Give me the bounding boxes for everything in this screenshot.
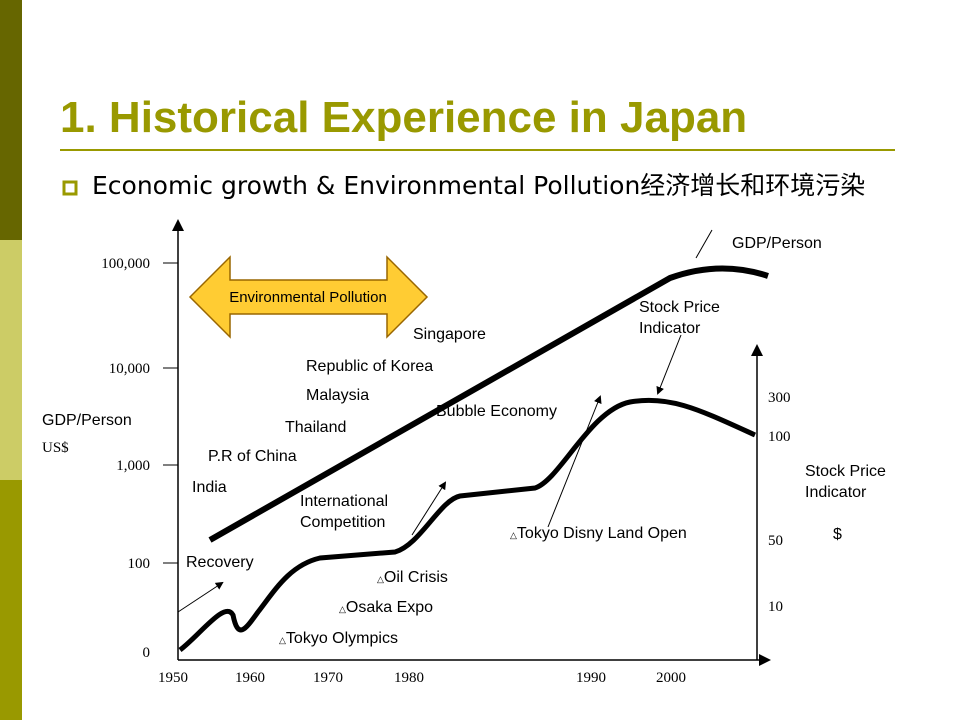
event: △Oil Crisis	[377, 569, 448, 586]
pointer	[656, 334, 682, 395]
bullet-icon	[62, 180, 78, 196]
gdp-curve	[208, 265, 769, 543]
y-tick-label: 100	[128, 556, 151, 572]
country: Malaysia	[306, 387, 369, 404]
bullet-text: Economic growth & Environmental Pollutio…	[92, 171, 866, 200]
y-tick-label: 10,000	[109, 361, 150, 377]
phase: International Competition	[300, 493, 388, 531]
pointer	[411, 481, 447, 536]
x-tick-label: 1980	[394, 670, 424, 686]
stock-curve	[178, 397, 757, 652]
title: 1. Historical Experience in Japan	[60, 93, 747, 142]
pointer	[547, 395, 602, 528]
event: △Tokyo Disny Land Open	[510, 525, 687, 542]
y2-tick-label: 10	[768, 599, 783, 615]
banner-text: Environmental Pollution	[229, 289, 387, 306]
phase: Recovery	[186, 554, 254, 571]
side-bar	[0, 240, 22, 480]
y2-tick-label: 50	[768, 533, 783, 549]
x-tick-label: 1970	[313, 670, 343, 686]
country: India	[192, 479, 227, 496]
banner-arrow	[188, 255, 429, 339]
x-tick-label: 1990	[576, 670, 606, 686]
country: Singapore	[413, 326, 486, 343]
event: △Osaka Expo	[339, 599, 433, 616]
y-axis-label: GDP/Person	[42, 412, 132, 429]
x-tick-label: 2000	[656, 670, 686, 686]
gdp-label: GDP/Person	[732, 235, 822, 252]
y2-tick-label: 100	[768, 429, 791, 445]
y-tick-label: 1,000	[116, 458, 150, 474]
y2-tick-label: 300	[768, 390, 791, 406]
side-bar	[0, 480, 22, 720]
x-tick-label: 1960	[235, 670, 265, 686]
country: Thailand	[285, 419, 346, 436]
stock-label: Stock Price Indicator	[639, 299, 720, 337]
country: Republic of Korea	[306, 358, 433, 375]
side-bar	[0, 0, 22, 240]
x-tick-label: 1950	[158, 670, 188, 686]
bullet-box: Economic growth & Environmental Pollutio…	[92, 171, 866, 200]
y-tick-label: 0	[143, 645, 151, 661]
event: △Tokyo Olympics	[279, 630, 398, 647]
y-axis-unit: US$	[42, 440, 69, 456]
y2-axis-label: Stock Price Indicator	[805, 463, 886, 501]
pointer	[177, 581, 224, 613]
country: P.R of China	[208, 448, 297, 465]
y2-axis-unit: $	[833, 526, 842, 543]
phase: Bubble Economy	[436, 403, 557, 420]
y-tick-label: 100,000	[101, 256, 150, 272]
pointer	[695, 229, 713, 259]
